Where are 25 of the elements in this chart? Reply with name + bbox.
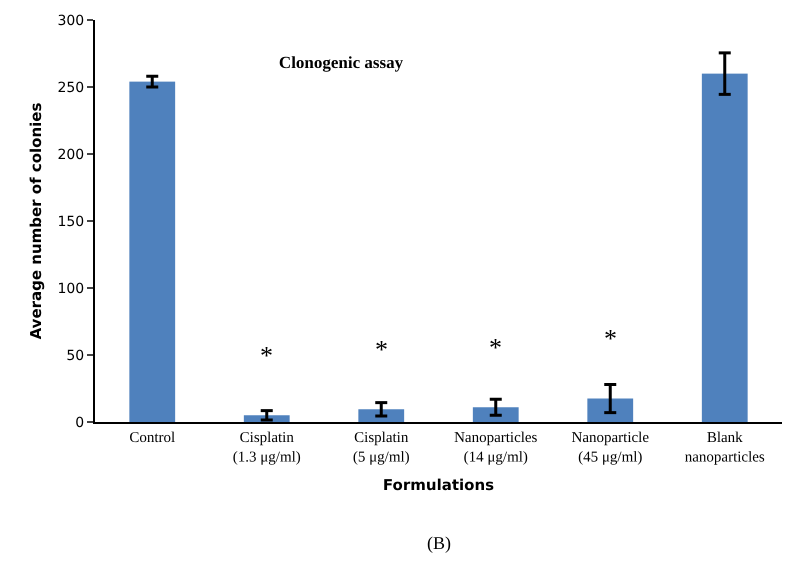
bar <box>587 398 634 422</box>
x-tick-label: Nanoparticles (14 μg/ml) <box>454 430 538 466</box>
y-tick-label: 50 <box>66 348 84 364</box>
annotation: * <box>375 335 388 364</box>
annotation: * <box>604 324 617 353</box>
y-tick-label: 100 <box>57 280 84 297</box>
x-tick-label: Cisplatin (1.3 μg/ml) <box>232 430 301 466</box>
bar <box>702 74 748 422</box>
bar <box>129 82 176 422</box>
y-tick-label: 200 <box>57 146 84 163</box>
x-tick-label: Cisplatin (5 μg/ml) <box>352 430 410 466</box>
annotation: * <box>260 341 273 370</box>
y-tick-label: 250 <box>57 80 84 96</box>
x-tick-label: Nanoparticle (45 μg/ml) <box>572 430 650 466</box>
text: Clonogenic assay <box>278 53 404 72</box>
y-tick-label: 300 <box>57 12 84 29</box>
x-axis-title: Formulations <box>382 476 494 494</box>
bar <box>472 407 519 422</box>
y-axis-title: Average number of colonies <box>27 102 46 340</box>
y-tick-label: 0 <box>75 414 84 431</box>
text: (B) <box>427 533 451 553</box>
x-tick-label: Control <box>129 430 176 446</box>
annotation: * <box>489 333 502 362</box>
x-tick-label: Blank nanoparticles <box>684 430 765 466</box>
y-tick-label: 150 <box>57 214 84 230</box>
